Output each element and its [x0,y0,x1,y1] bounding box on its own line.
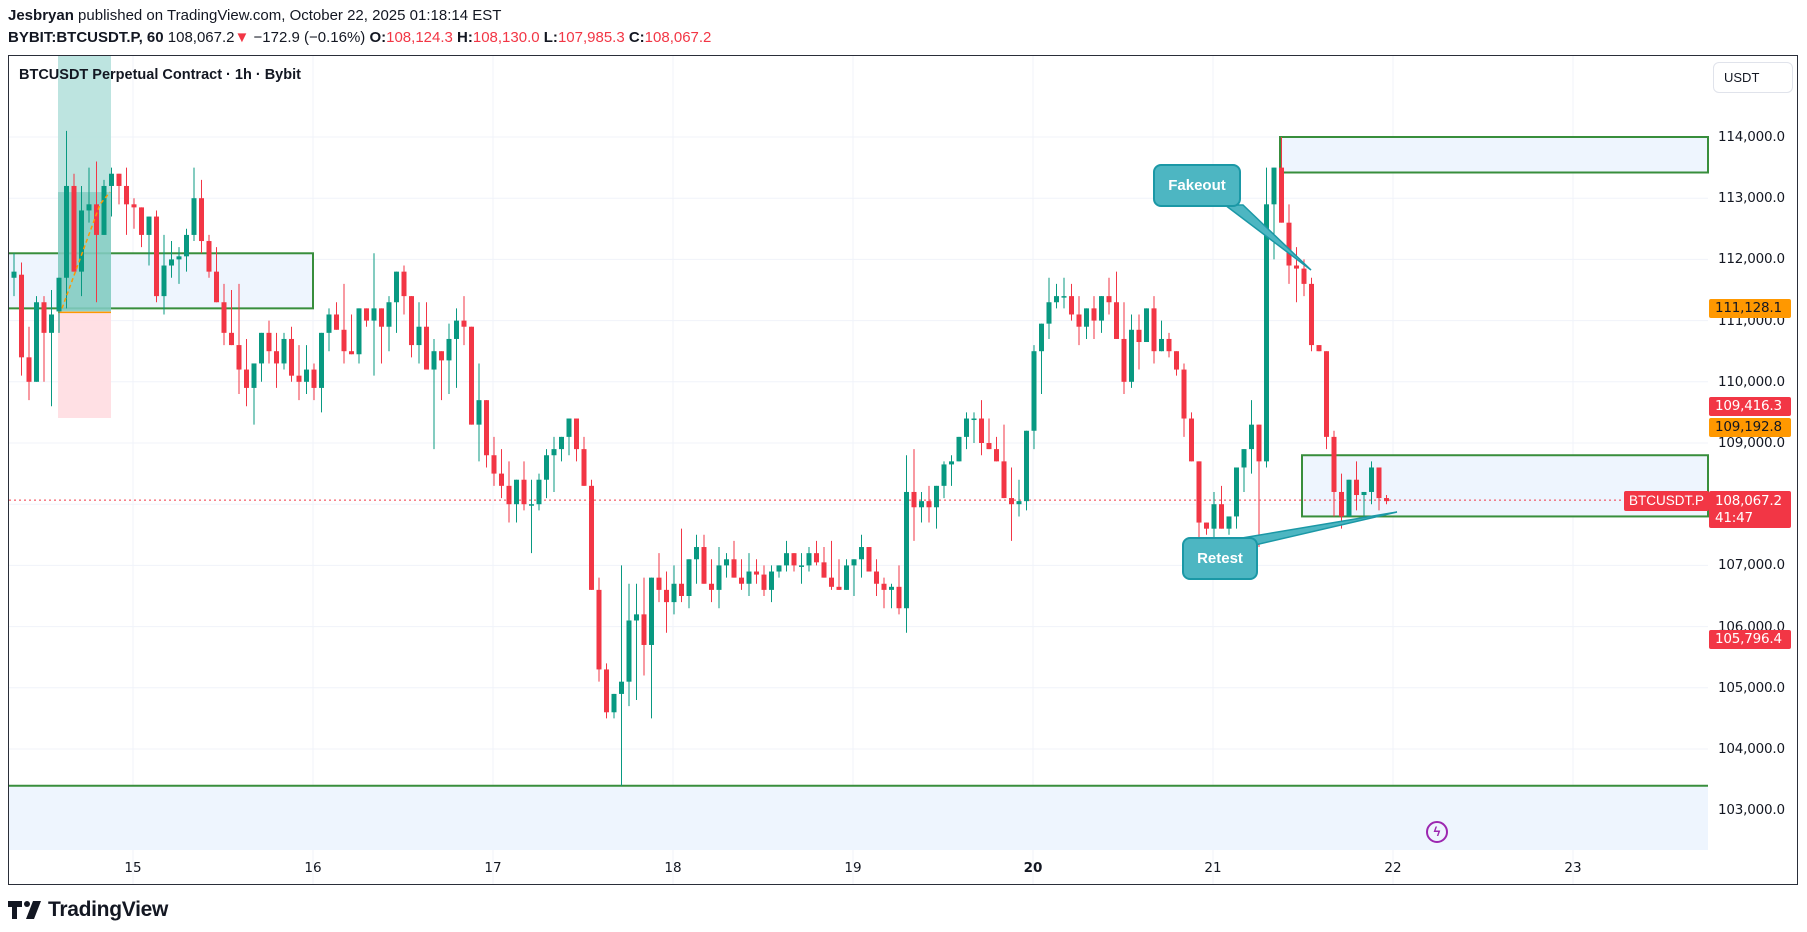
chart-title: BTCUSDT Perpetual Contract · 1h · Bybit [19,67,301,83]
symbol-interval: BYBIT:BTCUSDT.P, 60 [8,29,164,46]
fakeout-callout-text: Fakeout [1168,177,1226,194]
price-tag-red-low: 105,796.4 [1709,630,1791,649]
time-axis-label: 19 [844,860,862,876]
price-axis-label: 110,000.0 [1718,373,1785,390]
price-change: −172.9 (−0.16%) [253,29,366,46]
price-axis-label: 104,000.0 [1718,741,1785,757]
fakeout-callout[interactable]: Fakeout [1153,164,1241,207]
time-axis-label: 20 [1023,860,1043,876]
bar-countdown: 41:47 [1715,510,1753,526]
tradingview-logo[interactable]: TradingView [8,898,168,922]
price-tag-red-mid: 109,416.3 [1709,397,1791,416]
time-axis-label: 18 [664,860,682,876]
time-axis-label: 22 [1384,860,1402,876]
price-tag-orange-top: 111,128.1 [1709,299,1791,318]
symbol-info-bar: BYBIT:BTCUSDT.P, 60 108,067.2▼ −172.9 (−… [8,28,711,48]
open-value: 108,124.3 [386,29,453,46]
price-axis-label: 112,000.0 [1718,251,1785,268]
price-axis-label: 107,000.0 [1718,557,1785,574]
high-value: 108,130.0 [472,29,540,46]
close-label: C: [628,29,645,46]
down-arrow-icon: ▼ [234,29,250,46]
time-axis-label: 16 [304,860,322,876]
price-tag-orange-mid: 109,192.8 [1709,418,1791,437]
price-axis-label: 103,000.0 [1718,802,1785,819]
price-axis-label: 114,000.0 [1718,129,1785,145]
low-label: L: [543,29,558,46]
published-text: published on TradingView.com, October 22… [78,7,502,24]
price-axis-label: 105,000.0 [1718,679,1785,696]
price-chart-canvas[interactable] [9,56,1797,884]
current-price-tag: 108,067.2 41:47 [1709,491,1791,528]
currency-unit-button[interactable]: USDT [1713,62,1793,93]
chart-frame [8,55,1798,885]
price-axis-label: 113,000.0 [1718,190,1785,207]
retest-callout[interactable]: Retest [1182,537,1258,580]
publish-info: Jesbryan published on TradingView.com, O… [8,6,501,26]
open-label: O: [369,29,387,46]
time-axis-label: 17 [484,860,502,876]
time-axis-label: 15 [124,860,142,876]
close-value: 108,067.2 [644,29,712,46]
author-name[interactable]: Jesbryan [8,7,74,24]
current-price-value: 108,067.2 [1715,493,1782,509]
time-axis-label: 21 [1204,860,1222,876]
time-axis-label: 23 [1564,860,1582,876]
tradingview-logo-icon [8,901,41,919]
price-axis-label: 109,000.0 [1718,435,1785,451]
lightning-event-icon[interactable]: ϟ [1426,821,1448,843]
high-label: H: [457,29,473,46]
tradingview-logo-text: TradingView [48,898,169,921]
low-value: 107,985.3 [557,29,625,46]
last-price: 108,067.2 [167,29,235,46]
retest-callout-text: Retest [1197,550,1243,567]
symbol-price-label: BTCUSDT.P [1624,491,1710,511]
